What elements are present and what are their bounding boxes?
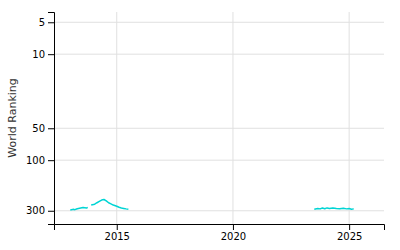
y-axis-tick-label: 5	[39, 17, 45, 28]
x-axis-tick-mark	[349, 224, 350, 230]
y-grid-line	[54, 160, 384, 161]
y-axis-tick: 5	[39, 17, 54, 28]
x-axis: 2015 2020 2025	[55, 224, 385, 242]
x-axis-tick-label: 2015	[105, 231, 130, 242]
y-axis-tick-mark	[48, 22, 54, 23]
y-axis-tick-label: 100	[26, 155, 45, 166]
y-grid-line	[54, 54, 384, 55]
x-grid-line	[116, 12, 117, 224]
plot-area: 2015 2020 2025 300 100 50 10 5	[26, 12, 385, 242]
x-axis-tick-label: 2020	[221, 231, 246, 242]
y-axis-tick: 10	[32, 49, 54, 60]
y-axis: 300 100 50 10 5	[26, 13, 55, 225]
y-axis-tick-mark	[48, 54, 54, 55]
line	[70, 200, 354, 210]
x-grid-line	[349, 12, 350, 224]
y-axis-tick: 300	[26, 205, 54, 216]
x-axis-line	[55, 225, 385, 231]
x-axis-tick-mark	[117, 224, 118, 230]
x-grid-line	[232, 12, 233, 224]
grid	[54, 12, 384, 224]
x-axis-tick-label: 2025	[337, 231, 362, 242]
y-grid-line	[54, 128, 384, 129]
y-grid-line	[54, 210, 384, 211]
x-axis-tick: 2020	[221, 224, 246, 242]
y-axis-tick-mark	[48, 211, 54, 212]
y-axis-tick-mark	[48, 128, 54, 129]
marks	[70, 200, 354, 210]
y-axis-tick: 100	[26, 155, 54, 166]
y-axis-tick-label: 10	[32, 49, 45, 60]
y-axis-tick-mark	[48, 160, 54, 161]
chart: 2015 2020 2025 300 100 50 10 5 World Ranking	[0, 0, 400, 250]
y-axis-tick-label: 300	[26, 205, 45, 216]
y-axis-tick-label: 50	[32, 123, 45, 134]
x-axis-tick: 2015	[105, 224, 130, 242]
y-axis-tick: 50	[32, 123, 54, 134]
y-grid-line	[54, 22, 384, 23]
x-axis-tick-mark	[233, 224, 234, 230]
y-axis-line	[48, 13, 55, 225]
x-axis-tick: 2025	[337, 224, 362, 242]
y-axis-title: World Ranking	[6, 78, 19, 158]
